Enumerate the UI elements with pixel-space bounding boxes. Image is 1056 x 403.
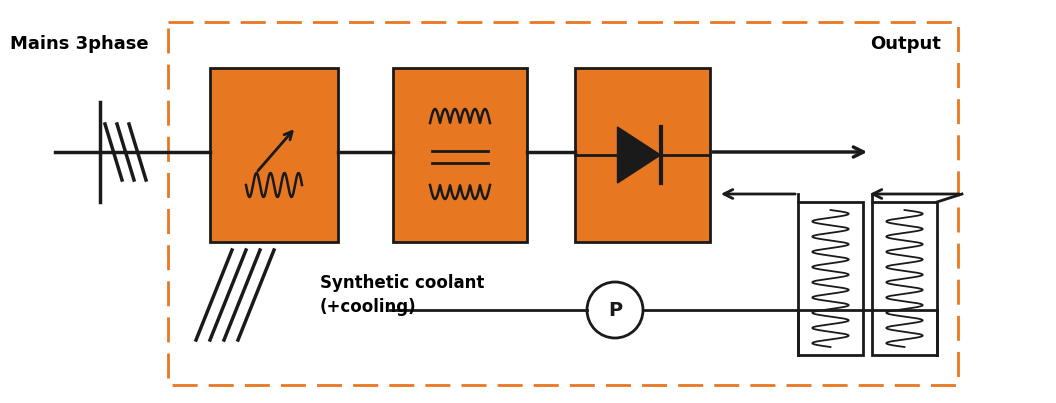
Text: P: P	[608, 301, 622, 320]
Bar	[576, 68, 710, 242]
Bar	[872, 202, 937, 355]
Bar	[798, 202, 863, 355]
Text: Synthetic coolant
(+cooling): Synthetic coolant (+cooling)	[320, 274, 485, 316]
Polygon shape	[618, 127, 660, 183]
Text: Mains 3phase: Mains 3phase	[10, 35, 149, 53]
Text: Output: Output	[870, 35, 941, 53]
Circle shape	[587, 282, 643, 338]
Bar	[168, 22, 958, 385]
Bar	[210, 68, 338, 242]
Bar	[393, 68, 527, 242]
